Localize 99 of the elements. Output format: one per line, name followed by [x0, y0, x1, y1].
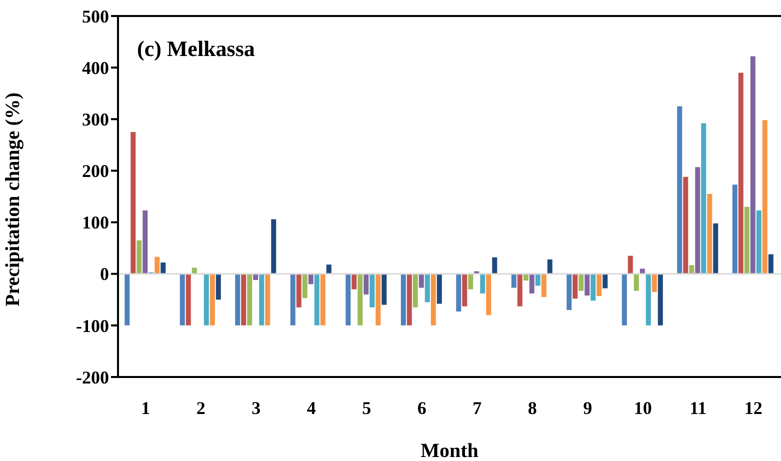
bar	[547, 259, 552, 274]
x-tick-label: 7	[472, 398, 482, 418]
bar	[713, 223, 718, 274]
y-tick-label: 500	[82, 6, 109, 26]
bar	[456, 274, 462, 312]
bar	[523, 274, 528, 281]
y-tick-label: 300	[82, 110, 109, 130]
bar	[492, 257, 498, 274]
bar	[517, 274, 522, 306]
bar	[235, 274, 240, 326]
bar	[486, 274, 492, 316]
bar	[762, 120, 768, 274]
bar	[308, 274, 314, 284]
bar	[180, 274, 185, 326]
y-axis-title: Precipitation change (%)	[2, 92, 24, 306]
y-tick-label: 400	[82, 58, 109, 78]
bar	[602, 274, 608, 288]
bar	[578, 274, 584, 291]
bar	[436, 274, 442, 304]
bar	[136, 240, 142, 274]
bar	[346, 274, 351, 326]
bar	[480, 274, 486, 294]
bar	[320, 274, 326, 326]
bar	[376, 274, 381, 326]
x-tick-label: 4	[306, 398, 316, 418]
bar	[768, 254, 774, 274]
bar	[622, 274, 627, 326]
bar	[130, 132, 136, 274]
bar	[259, 274, 264, 326]
bar	[468, 274, 474, 290]
x-tick-label: 12	[744, 398, 762, 418]
bar	[271, 219, 276, 274]
x-axis-title: Month	[420, 440, 478, 461]
x-tick-label: 1	[141, 398, 150, 418]
bar	[364, 274, 369, 294]
y-tick-label: 0	[100, 264, 109, 284]
bar	[358, 274, 363, 326]
bar	[160, 262, 166, 274]
bar	[265, 274, 270, 326]
text: (c) Melkassa	[137, 36, 255, 62]
bar	[535, 274, 540, 286]
bar	[418, 274, 424, 288]
bar	[352, 274, 357, 290]
bar	[302, 274, 308, 298]
bar	[462, 274, 468, 306]
bar	[247, 274, 252, 326]
y-tick-label: -100	[76, 316, 109, 336]
bar	[210, 274, 215, 326]
y-tick-label: 100	[82, 212, 109, 233]
x-tick-label: 10	[634, 398, 652, 418]
bar	[382, 274, 387, 305]
bar	[124, 274, 130, 326]
bar	[652, 274, 657, 292]
bar	[216, 274, 221, 300]
bar	[756, 210, 762, 274]
bar	[590, 274, 596, 301]
bar	[406, 274, 412, 326]
bar	[596, 274, 602, 296]
bar	[738, 72, 744, 274]
y-tick-label: 200	[82, 161, 109, 182]
bar	[142, 210, 148, 274]
x-tick-label: 3	[252, 398, 261, 418]
y-tick-label: -200	[76, 367, 109, 388]
bar	[529, 274, 534, 294]
bar	[424, 274, 430, 302]
bar	[646, 274, 651, 326]
bar	[628, 256, 633, 274]
bar	[744, 206, 750, 274]
bar	[204, 274, 209, 326]
bar	[290, 274, 296, 326]
bar	[707, 194, 712, 274]
bar	[750, 56, 756, 274]
bar	[732, 184, 738, 274]
bar	[541, 274, 546, 298]
bar	[584, 274, 590, 296]
x-tick-label: 8	[528, 398, 537, 418]
bar	[701, 123, 706, 274]
x-tick-label: 9	[583, 398, 592, 418]
bar	[412, 274, 418, 308]
x-tick-label: 2	[196, 398, 206, 418]
bar	[695, 167, 700, 274]
bar	[370, 274, 375, 308]
bar	[430, 274, 436, 326]
bar	[683, 176, 688, 274]
x-tick-label: 11	[690, 398, 707, 418]
bar	[511, 274, 516, 288]
bar	[400, 274, 406, 326]
bar	[566, 274, 572, 310]
bar	[154, 256, 160, 274]
bar	[677, 106, 682, 274]
x-tick-label: 5	[362, 398, 372, 418]
bar	[658, 274, 663, 326]
bar	[572, 274, 578, 299]
bar	[634, 274, 639, 291]
bar	[186, 274, 191, 326]
x-tick-label: 6	[417, 398, 426, 418]
bar	[314, 274, 320, 326]
bar	[241, 274, 246, 326]
bar	[296, 274, 302, 308]
